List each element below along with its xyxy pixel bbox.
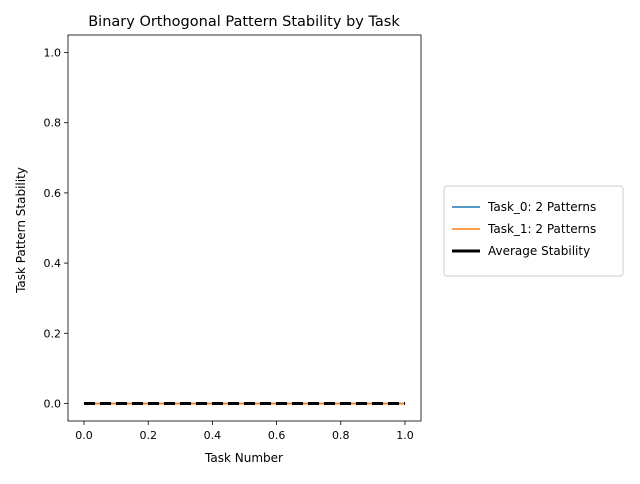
y-tick-label: 0.2: [44, 327, 62, 340]
legend-label: Task_0: 2 Patterns: [487, 200, 596, 214]
legend-box: [443, 185, 624, 277]
x-axis-label: Task Number: [204, 451, 283, 465]
x-tick-label: 0.8: [332, 429, 350, 442]
x-tick-label: 0.0: [75, 429, 93, 442]
y-tick-label: 0.8: [44, 117, 62, 130]
legend: Task_0: 2 Patterns Task_1: 2 Patterns Aver…: [443, 185, 624, 277]
y-axis-ticks: 0.0 0.2 0.4 0.6 0.8 1.0: [44, 47, 68, 410]
x-tick-label: 0.6: [268, 429, 286, 442]
legend-label: Average Stability: [488, 244, 590, 258]
plot-area: [67, 34, 422, 422]
legend-label: Task_1: 2 Patterns: [487, 222, 596, 236]
x-tick-label: 1.0: [396, 429, 414, 442]
plot-frame: [67, 34, 422, 422]
x-tick-label: 0.2: [139, 429, 157, 442]
chart-title: Binary Orthogonal Pattern Stability by T…: [88, 14, 400, 30]
x-axis-ticks: 0.0 0.2 0.4 0.6 0.8 1.0: [75, 421, 414, 442]
y-axis-label: Task Pattern Stability: [14, 167, 28, 294]
x-tick-label: 0.4: [204, 429, 222, 442]
y-tick-label: 0.4: [44, 257, 62, 270]
y-tick-label: 0.0: [44, 397, 62, 410]
y-tick-label: 0.6: [44, 187, 62, 200]
y-tick-label: 1.0: [44, 47, 62, 60]
